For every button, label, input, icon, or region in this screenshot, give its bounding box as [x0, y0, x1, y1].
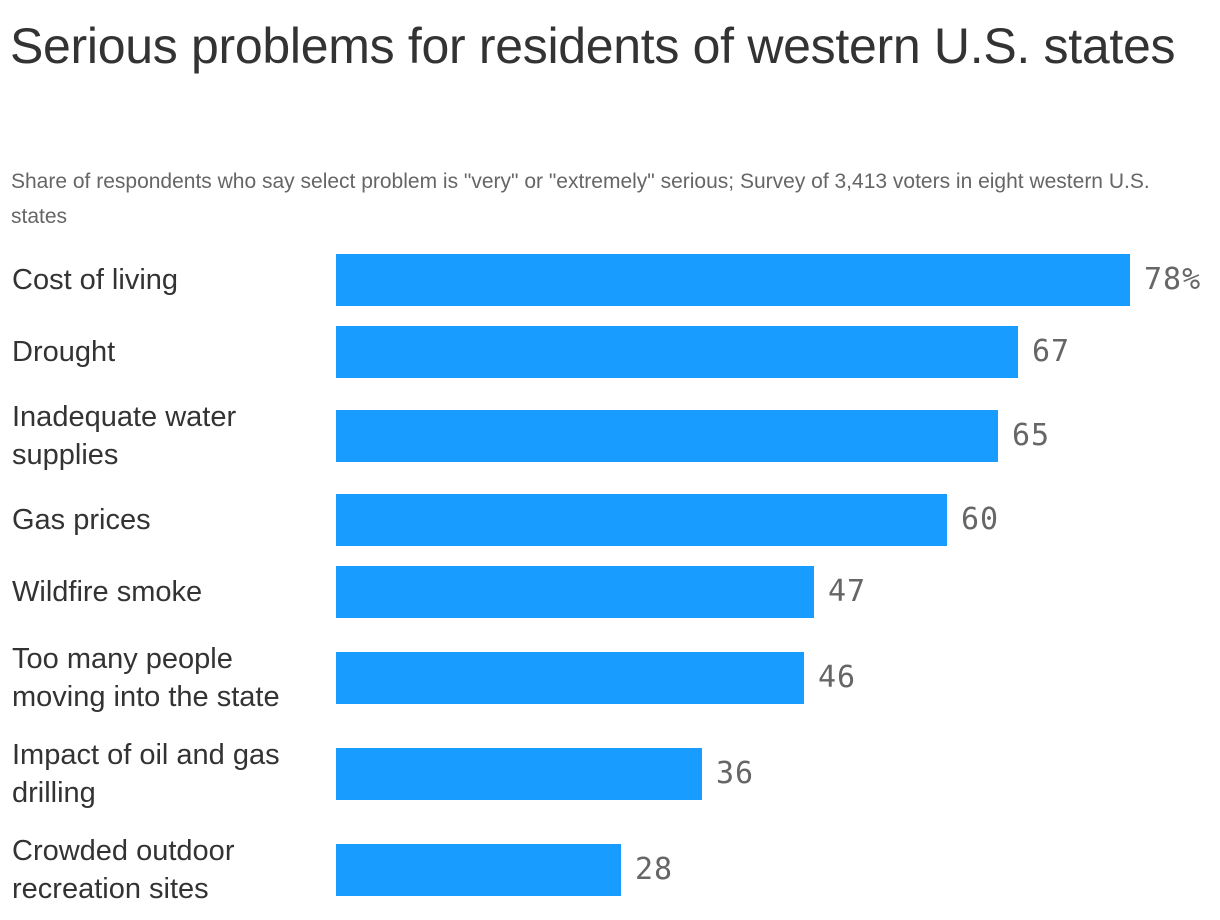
bar [336, 410, 998, 462]
bar-category-label: Impact of oil and gas drilling [12, 739, 280, 809]
bar-category-label: Gas prices [12, 504, 151, 536]
bar-value-label: 60 [961, 502, 1000, 537]
bar-category-label: Inadequate water supplies [12, 401, 237, 471]
bar-category-label: Too many people moving into the state [12, 643, 280, 713]
bar [336, 844, 621, 896]
chart-title: Serious problems for residents of wester… [10, 18, 1176, 74]
bar [336, 494, 947, 546]
bar [336, 254, 1130, 306]
bar-value-label: 46 [818, 660, 857, 695]
bar-value-label: 47 [828, 574, 867, 609]
bar [336, 326, 1018, 378]
bar-value-label: 36 [716, 756, 755, 791]
bar-category-label: Cost of living [12, 264, 179, 296]
chart-subtitle: Share of respondents who say select prob… [11, 170, 1150, 228]
bar-category-label: Crowded outdoor recreation sites [12, 835, 235, 905]
bar-value-label: 28 [635, 852, 674, 887]
bar [336, 566, 814, 618]
bar-value-label: 78% [1144, 262, 1202, 297]
bar-category-label: Wildfire smoke [12, 576, 203, 608]
bar-value-label: 67 [1032, 334, 1071, 369]
bar [336, 748, 702, 800]
bar-value-label: 65 [1012, 418, 1051, 453]
bar-category-label: Drought [12, 336, 116, 368]
bar [336, 652, 804, 704]
